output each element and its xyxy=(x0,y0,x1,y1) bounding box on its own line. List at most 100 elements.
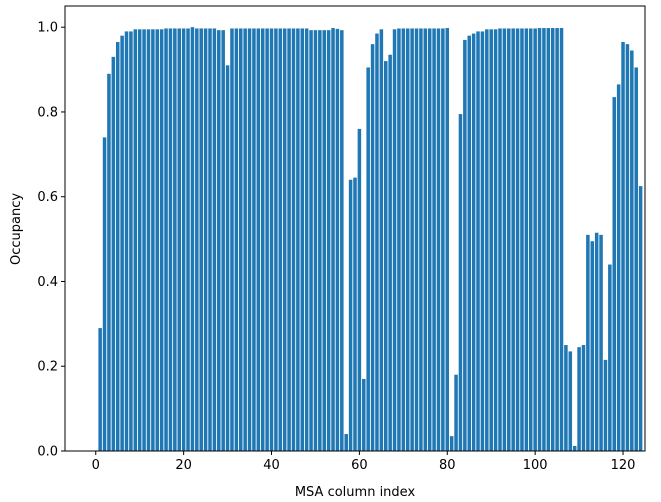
bar xyxy=(441,28,445,451)
bar xyxy=(247,28,252,451)
bar xyxy=(102,137,107,451)
bar xyxy=(564,345,568,451)
bar xyxy=(458,114,463,452)
bar xyxy=(326,30,331,452)
bar xyxy=(309,30,313,452)
bar xyxy=(296,28,300,451)
bar xyxy=(427,28,432,451)
bar xyxy=(318,30,322,452)
bar xyxy=(225,65,230,451)
bar xyxy=(603,359,608,451)
bar xyxy=(195,28,199,451)
bar xyxy=(384,61,388,451)
bar xyxy=(432,28,436,451)
y-axis-label: Occupancy xyxy=(9,193,24,265)
bar xyxy=(502,28,507,451)
plot-frame xyxy=(64,5,646,452)
bar xyxy=(155,29,160,452)
bar xyxy=(133,29,138,452)
bar xyxy=(142,29,146,452)
bar xyxy=(533,28,537,451)
bar xyxy=(454,374,458,451)
bar xyxy=(129,31,133,452)
x-tick-label: 40 xyxy=(263,458,280,473)
bar xyxy=(239,28,243,451)
bar xyxy=(353,177,357,451)
bar xyxy=(212,28,217,451)
bar xyxy=(256,28,261,451)
bar xyxy=(436,28,441,451)
bar xyxy=(379,29,384,452)
x-axis-label: MSA column index xyxy=(295,485,416,500)
bar xyxy=(476,31,480,452)
bar xyxy=(638,186,643,451)
bar xyxy=(243,28,247,451)
y-tick-label: 0.8 xyxy=(37,105,58,120)
bar xyxy=(621,42,625,452)
bar xyxy=(335,28,340,452)
bar xyxy=(463,39,467,452)
bar xyxy=(344,434,348,451)
bar xyxy=(405,28,410,451)
bar xyxy=(550,28,555,452)
bar xyxy=(177,28,181,451)
bar xyxy=(186,28,190,451)
bar xyxy=(146,29,151,452)
bar xyxy=(612,97,616,451)
bar xyxy=(485,29,489,452)
bar xyxy=(208,28,212,451)
bar xyxy=(555,28,559,452)
bar xyxy=(511,28,515,451)
bar xyxy=(590,241,595,451)
bar xyxy=(449,436,454,451)
bar xyxy=(467,35,471,452)
bar xyxy=(599,234,603,451)
bar xyxy=(348,179,353,451)
y-tick-label: 0.0 xyxy=(37,445,58,460)
bar xyxy=(594,232,599,451)
bar xyxy=(190,27,195,451)
bar xyxy=(124,31,129,452)
y-tick-label: 0.4 xyxy=(37,275,58,290)
bar xyxy=(111,56,116,451)
y-tick-label: 0.6 xyxy=(37,190,58,205)
bar xyxy=(274,28,278,451)
bar xyxy=(217,30,221,452)
x-tick-label: 60 xyxy=(351,458,368,473)
bar xyxy=(529,28,533,451)
bar xyxy=(625,44,630,452)
bar xyxy=(471,33,476,452)
bar xyxy=(410,28,414,451)
bar xyxy=(313,30,318,452)
bar xyxy=(278,28,283,451)
y-tick-label: 1.0 xyxy=(37,21,58,36)
bar xyxy=(203,28,208,451)
bar xyxy=(401,28,406,451)
bar xyxy=(493,29,498,452)
bar xyxy=(98,328,102,451)
bar xyxy=(559,28,564,452)
bar xyxy=(546,28,551,452)
bar xyxy=(252,28,256,451)
y-tick-label: 0.2 xyxy=(37,360,58,375)
bar xyxy=(480,31,485,452)
bar xyxy=(423,28,428,451)
bar xyxy=(608,264,612,451)
bar xyxy=(370,44,375,452)
x-tick-label: 80 xyxy=(439,458,456,473)
bar xyxy=(581,345,586,451)
bar xyxy=(159,29,164,452)
bar xyxy=(265,28,269,451)
bar xyxy=(282,28,287,451)
bar xyxy=(260,28,265,451)
bar xyxy=(115,42,120,452)
bar xyxy=(366,67,370,451)
bar xyxy=(630,50,634,451)
bar xyxy=(520,28,524,451)
bar xyxy=(572,445,577,451)
bar xyxy=(107,73,111,452)
bar xyxy=(515,28,520,451)
bar xyxy=(269,28,274,451)
bar xyxy=(230,28,234,451)
